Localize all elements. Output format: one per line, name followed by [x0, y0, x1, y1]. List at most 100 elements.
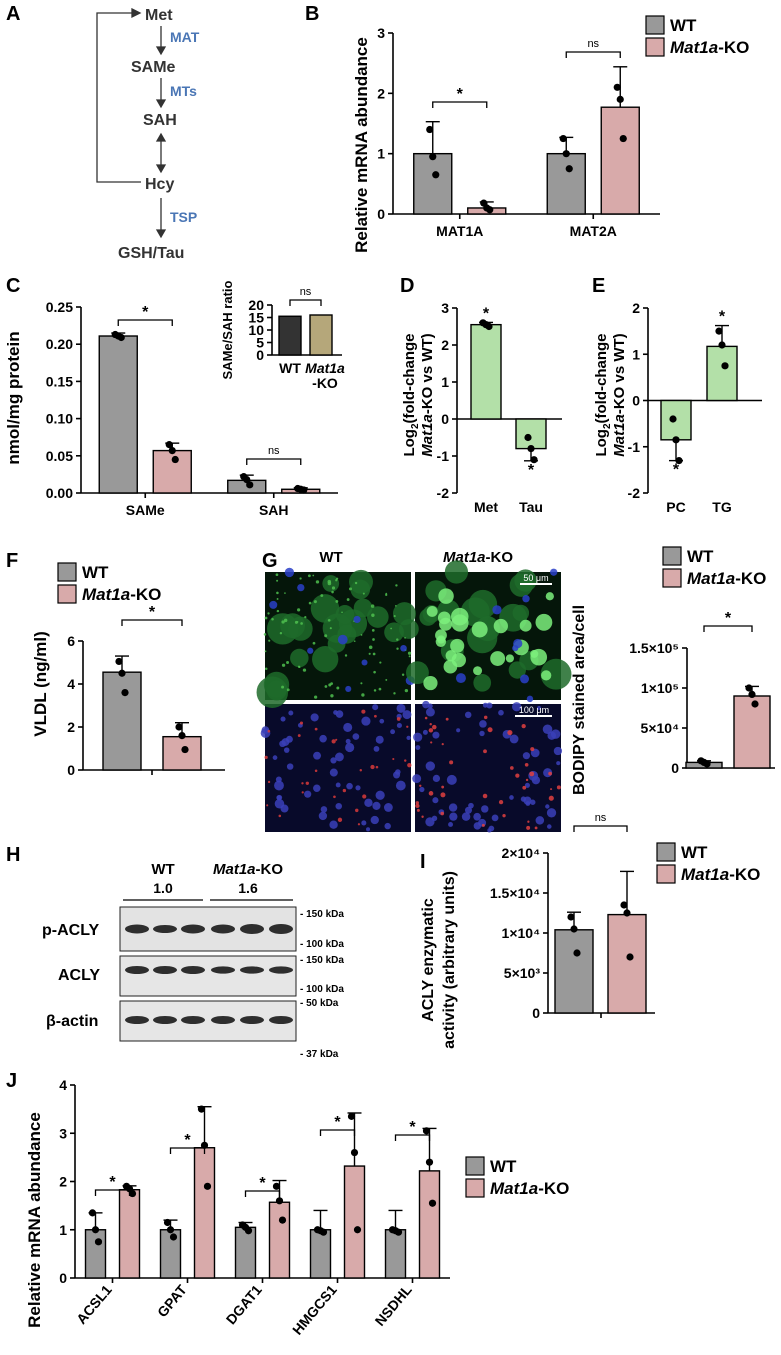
j-ylabel: Relative mRNA abundance [25, 1112, 44, 1328]
micro-droplet [268, 639, 271, 642]
micro-nucleus [536, 705, 542, 711]
micro-nucleus [396, 722, 402, 729]
j-sig-DGAT1-label: * [259, 1175, 266, 1192]
j-bar-ko-ACSL1 [118, 1189, 141, 1279]
micro-lipid-red [297, 734, 301, 737]
micro-droplet-large [545, 592, 554, 601]
micro-lipid-red [534, 826, 538, 830]
j-point-1-HMGCS1 [353, 1226, 362, 1234]
j-xlabel-DGAT1: DGAT1 [223, 1281, 265, 1327]
c-ytick-label: 0.25 [46, 299, 73, 315]
wb-band [181, 966, 205, 974]
i-ytick-label: 1.5×10⁴ [490, 885, 540, 901]
wb-band [153, 966, 177, 974]
panel-label-b: B [305, 3, 319, 25]
micro-nucleus [535, 816, 545, 825]
j-point-1-DGAT1 [275, 1197, 284, 1205]
c-point-0-SAH [243, 476, 251, 484]
c-sig-SAMe-bracket [117, 319, 173, 326]
g-ytick-label: 1×10⁵ [641, 680, 679, 696]
micro-cell [290, 648, 309, 668]
micro-nucleus [329, 768, 338, 777]
wb-band [269, 966, 293, 974]
micro-lipid-red [305, 781, 309, 785]
micro-nucleus [361, 716, 371, 726]
j-sig-NSDHL-label: * [409, 1119, 416, 1136]
f-ytick-label: 0 [67, 762, 75, 778]
micro-droplet [360, 633, 363, 636]
micro-droplet [371, 613, 375, 617]
chart-g: 0 5×10⁴ 1×10⁵ 1.5×10⁵ * [629, 610, 775, 776]
b-point-1-MAT1A [486, 206, 494, 214]
micro-lipid-red [521, 723, 526, 729]
b-ytick-label: 1 [377, 146, 385, 162]
svg-text:ACLY enzymatic: ACLY enzymatic [420, 898, 437, 1022]
f-ytick-label: 6 [67, 633, 75, 649]
micro-droplet-large [535, 613, 553, 631]
c-point-0-SAH [246, 481, 254, 489]
micro-lipid-red [301, 791, 304, 794]
d-sig-met: * [483, 305, 490, 322]
micro-nucleus [330, 757, 337, 764]
micro-droplet [304, 616, 307, 619]
ci-ytick-label: 10 [248, 322, 264, 338]
micro-lipid-red [481, 823, 485, 827]
g-point-1 [748, 690, 756, 699]
micro-droplet [286, 661, 290, 665]
pathway-node-same: SAMe [131, 59, 176, 76]
j-point-1-NSDHL [425, 1158, 434, 1166]
b-ytick-label: 2 [377, 85, 385, 101]
d-ylabel: Log2(fold-change Mat1a-KO vs WT) [401, 333, 436, 456]
micro-droplet [314, 695, 318, 699]
j-ytick-label: 0 [59, 1270, 67, 1286]
wb-row-acly: ACLY [58, 967, 100, 984]
micro-droplet [372, 638, 375, 641]
f-bar-0 [102, 671, 142, 771]
micro-droplet-large [426, 605, 438, 617]
legend-j: WT Mat1a-KO [465, 1156, 569, 1198]
micro-droplet [276, 609, 280, 613]
panel-label-a: A [6, 3, 20, 25]
micro-lipid-red [483, 715, 488, 720]
micro-droplet [320, 594, 324, 597]
c-bar-wt-SAMe [98, 335, 138, 494]
b-point-1-MAT2A [619, 134, 627, 143]
micro-lipid-red [440, 792, 446, 798]
micro-lipid-red [299, 721, 304, 725]
micro-lipid-red [556, 785, 561, 790]
wb-row-pacly: p-ACLY [42, 922, 100, 939]
legend-g: WT Mat1a-KO [662, 546, 766, 588]
e-point-0 [675, 457, 683, 465]
pathway-enzyme-tsp: TSP [170, 209, 197, 225]
micro-droplet [341, 611, 343, 614]
micro-nucleus [491, 814, 499, 822]
micro-nucleus [486, 702, 493, 709]
micro-droplet [271, 617, 274, 621]
micro-nucleus [384, 822, 391, 830]
micro-droplet-large [490, 651, 506, 666]
micro-nucleus [553, 746, 563, 756]
j-sig-HMGCS1-bracket [319, 1129, 356, 1136]
micro-lipid-red [392, 757, 395, 761]
micro-nucleus [520, 674, 530, 684]
f-point-1 [181, 745, 189, 754]
b-sig-MAT2A-label: ns [587, 38, 599, 50]
chart-b: 0 1 2 3 MAT1A * MAT2A ns [377, 25, 660, 239]
micro-droplet-large [450, 638, 465, 653]
micro-lipid-red [404, 759, 407, 762]
b-bar-wt-MAT1A [413, 152, 453, 215]
micro-droplet [297, 608, 301, 612]
j-sig-ACSL1-label: * [109, 1174, 116, 1191]
micro-nucleus [524, 782, 530, 788]
j-bar-ko-HMGCS1 [343, 1165, 366, 1279]
micro-droplet [328, 683, 332, 687]
j-point-0-HMGCS1 [319, 1228, 328, 1236]
micro-lipid-red [550, 788, 553, 791]
legend-g-ko: Mat1a-KO [687, 569, 766, 588]
micro-nucleus [304, 790, 312, 798]
micro-droplet [296, 621, 299, 623]
micro-cell [512, 604, 530, 622]
wb-marker-5: - 50 kDa [300, 998, 339, 1009]
micro-cell [322, 613, 353, 643]
j-point-1-NSDHL [428, 1199, 437, 1207]
